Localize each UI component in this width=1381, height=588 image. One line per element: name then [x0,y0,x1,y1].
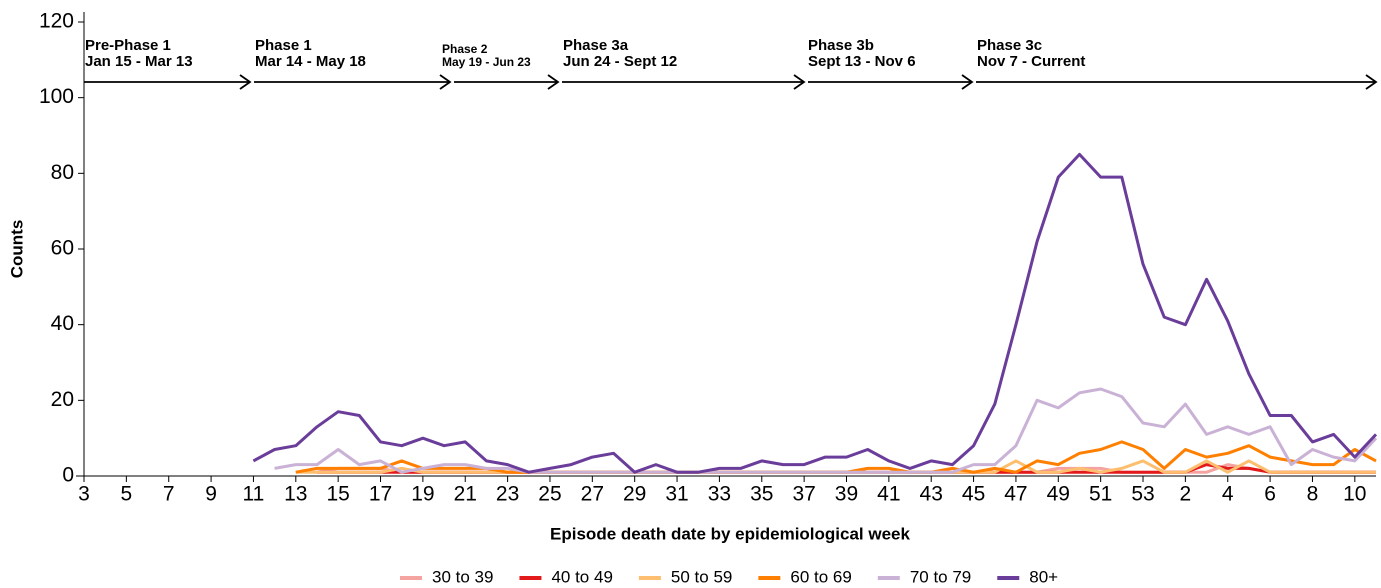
legend-label: 40 to 49 [551,567,612,586]
legend-label: 50 to 59 [671,567,732,586]
y-tick-label: 120 [39,10,74,33]
x-tick-label: 29 [623,483,646,506]
y-tick-label: 60 [51,237,74,260]
x-tick-label: 47 [1004,483,1027,506]
phase-dates: Sept 13 - Nov 6 [808,53,916,70]
x-tick-label: 3 [78,483,90,506]
y-tick-label: 100 [39,85,74,108]
series-line [274,387,1378,474]
y-tick-label: 0 [62,464,74,487]
y-tick-label: 20 [51,388,74,411]
x-tick-label: 51 [1089,483,1112,506]
x-tick-label: 53 [1131,483,1154,506]
x-tick-label: 17 [369,483,392,506]
x-tick-label: 33 [708,483,731,506]
x-tick-label: 31 [665,483,688,506]
phase-dates: Nov 7 - Current [977,53,1085,70]
phase-dates: Jun 24 - Sept 12 [563,53,677,70]
phase-dates: May 19 - Jun 23 [442,55,531,69]
x-tick-label: 13 [284,483,307,506]
y-tick-label: 80 [51,161,74,184]
legend-label: 60 to 69 [790,567,851,586]
phase-dates: Jan 15 - Mar 13 [85,53,193,70]
x-tick-label: 9 [205,483,217,506]
x-tick-label: 15 [326,483,349,506]
x-axis-title: Episode death date by epidemiological we… [550,524,910,543]
legend-label: 30 to 39 [432,567,493,586]
legend-label: 80+ [1029,567,1058,586]
phase-arrows [84,74,1378,90]
x-tick-label: 39 [835,483,858,506]
phase-name: Phase 2 [442,42,488,56]
x-tick-label: 2 [1180,483,1192,506]
x-tick-label: 4 [1222,483,1234,506]
phase-name: Phase 3c [977,37,1042,54]
y-tick-label: 40 [51,312,74,335]
x-tick-label: 8 [1307,483,1319,506]
phase-dates: Mar 14 - May 18 [255,53,366,70]
x-tick-label: 35 [750,483,773,506]
x-tick-label: 11 [243,483,265,506]
x-tick-label: 25 [538,483,561,506]
legend-label: 70 to 79 [910,567,971,586]
x-tick-label: 6 [1264,483,1276,506]
x-tick-label: 41 [877,483,900,506]
x-tick-label: 19 [411,483,434,506]
x-tick-label: 23 [496,483,519,506]
x-tick-label: 5 [121,483,133,506]
phase-name: Phase 3a [563,37,629,54]
x-tick-label: 21 [454,483,477,506]
phase-name: Pre-Phase 1 [85,37,171,54]
x-tick-label: 43 [920,483,943,506]
series-line [252,152,1378,474]
phase-name: Phase 1 [255,37,312,54]
x-tick-label: 7 [163,483,175,506]
x-tick-label: 37 [792,483,815,506]
x-tick-label: 49 [1047,483,1070,506]
x-tick-label: 45 [962,483,985,506]
x-tick-label: 10 [1343,483,1366,506]
y-axis-title: Counts [7,220,26,279]
x-tick-label: 27 [581,483,604,506]
phase-name: Phase 3b [808,37,874,54]
